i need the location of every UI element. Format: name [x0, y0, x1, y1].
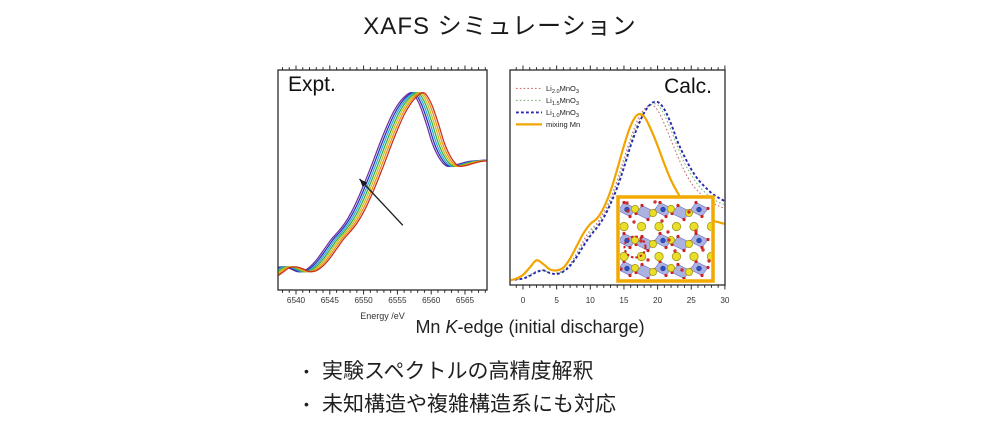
caption-prefix: Mn	[415, 317, 446, 337]
svg-text:30: 30	[720, 296, 730, 305]
svg-text:6550: 6550	[354, 296, 373, 305]
expt-plot-svg: 6540 6545 6550 6555 6560 6565 Energy /eV	[277, 65, 488, 321]
bullet-marker: •	[304, 396, 309, 412]
caption-suffix: -edge (initial discharge)	[457, 317, 645, 337]
svg-text:Energy /eV: Energy /eV	[360, 311, 405, 321]
caption-italic-k: K	[445, 317, 458, 337]
bullet-marker: •	[304, 363, 309, 379]
svg-text:6565: 6565	[456, 296, 475, 305]
bullet-item: • 未知構造や複雑構造系にも対応	[304, 388, 616, 421]
bullet-list: • 実験スペクトルの高精度解釈 • 未知構造や複雑構造系にも対応	[304, 355, 616, 421]
bullet-item: • 実験スペクトルの高精度解釈	[304, 355, 616, 388]
svg-text:10: 10	[586, 296, 596, 305]
svg-text:6540: 6540	[287, 296, 306, 305]
svg-text:6555: 6555	[388, 296, 407, 305]
calc-plot-svg: 0 5 10 15 20 25 30 Li2.0MnO3Li1.5MnO3Li1.0MnO3m…	[509, 65, 730, 305]
svg-text:Li1.5MnO3: Li1.5MnO3	[546, 96, 579, 107]
svg-text:0: 0	[521, 296, 526, 305]
svg-text:20: 20	[653, 296, 663, 305]
svg-text:5: 5	[554, 296, 559, 305]
crystal-structure-inset	[616, 195, 715, 283]
calc-label: Calc.	[664, 75, 712, 98]
expt-label: Expt.	[288, 73, 336, 96]
figure-caption: Mn K-edge (initial discharge)	[380, 317, 680, 338]
svg-text:Li2.0MnO3: Li2.0MnO3	[546, 84, 579, 95]
svg-text:6560: 6560	[422, 296, 441, 305]
svg-text:6545: 6545	[321, 296, 340, 305]
svg-text:mixing Mn: mixing Mn	[546, 120, 580, 129]
calc-plot: 0 5 10 15 20 25 30 Li2.0MnO3 Li1.5MnO3 Li1.0MnO3 m…	[508, 62, 734, 312]
bullet-text: 実験スペクトルの高精度解釈	[322, 360, 594, 383]
svg-text:15: 15	[619, 296, 629, 305]
expt-plot: 6540 6545 6550 6555 6560 6565 Energy /eV Expt.	[276, 62, 491, 328]
svg-text:Li1.0MnO3: Li1.0MnO3	[546, 108, 579, 119]
svg-text:25: 25	[687, 296, 697, 305]
bullet-text: 未知構造や複雑構造系にも対応	[322, 393, 616, 416]
slide-title: XAFS シミュレーション	[363, 13, 637, 40]
